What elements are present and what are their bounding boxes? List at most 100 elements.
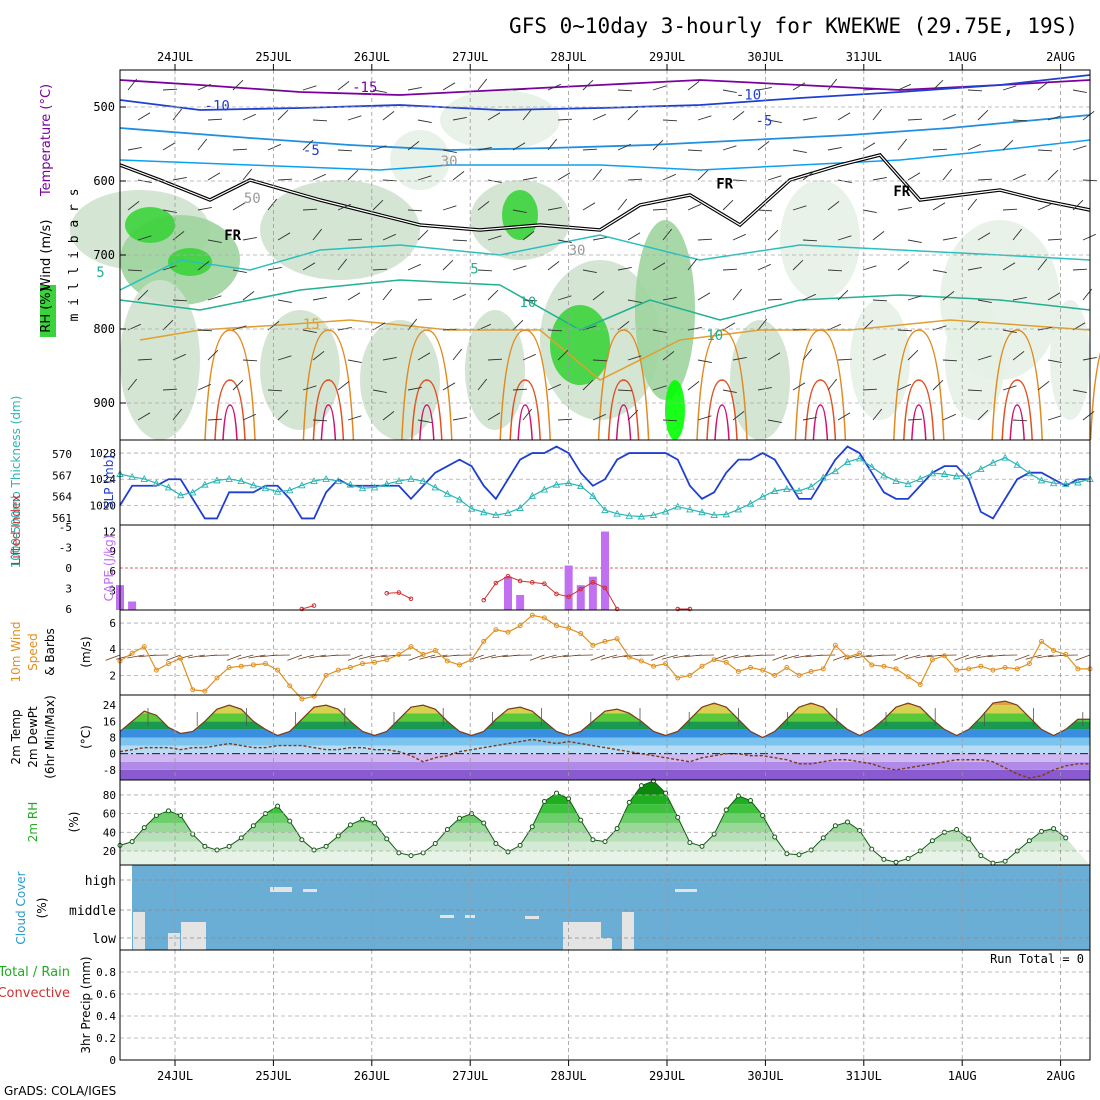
wind-barb	[522, 231, 535, 241]
bottom-date-label: 25JUL	[255, 1069, 291, 1083]
wind-barb	[1082, 233, 1096, 241]
thickness-point	[322, 475, 330, 482]
wind-barb	[1072, 199, 1084, 211]
wind10-barb	[661, 654, 678, 660]
wind10-point	[166, 661, 171, 667]
wind-barb	[302, 139, 314, 151]
cape-tick-label: 6	[109, 565, 116, 578]
contour-label: -15	[352, 80, 377, 96]
temp-band	[120, 753, 1090, 762]
wind-barb	[942, 291, 955, 301]
wind-barb	[802, 417, 817, 421]
wind-barb	[1047, 115, 1062, 121]
temp-tick-label: 16	[103, 715, 116, 728]
wind-barb	[442, 205, 457, 211]
wind-barb	[732, 411, 745, 421]
wind-barb	[137, 235, 152, 241]
rh-point	[626, 799, 632, 805]
wind10-point	[651, 663, 656, 669]
lifted-point	[687, 606, 693, 612]
wind-barb	[477, 378, 488, 391]
wind10-point	[675, 675, 681, 681]
lifted-tick-label: 3	[65, 583, 72, 596]
thickness-point	[625, 511, 634, 519]
rh-point	[845, 819, 850, 825]
wind10-barb	[187, 654, 205, 659]
wind-barb	[382, 233, 396, 241]
wind-barb	[512, 265, 527, 271]
wind-barb	[417, 419, 432, 423]
temp-band	[120, 713, 1090, 722]
wind10-point	[663, 661, 669, 667]
wind10-point	[554, 623, 559, 629]
wind10-barb	[1036, 654, 1054, 659]
wind10-point	[360, 661, 365, 667]
wind-barb	[932, 269, 947, 273]
rh-point	[711, 831, 717, 837]
wind-tick-label: 4	[109, 643, 116, 656]
wind-barb	[872, 108, 883, 121]
cloud-block	[600, 938, 612, 950]
wind-barb	[512, 88, 528, 91]
temp-axis-label: 2m Temp	[9, 709, 23, 764]
wind-barb	[627, 355, 642, 361]
precip-axis-label: 3hr Precip (mm)	[79, 956, 93, 1053]
wind10-point	[505, 629, 511, 635]
wind-barb	[592, 413, 606, 421]
wind10-point	[129, 650, 135, 656]
cloud-level-label: low	[93, 932, 117, 947]
warm-contour	[597, 329, 650, 441]
lifted-line	[483, 575, 618, 610]
wind-barb	[277, 109, 289, 121]
wind10-point	[469, 657, 475, 663]
contour-label: -10	[736, 88, 761, 104]
wind-barb	[312, 419, 328, 422]
thickness-point	[188, 488, 197, 496]
warm-contour	[794, 329, 847, 441]
wind10-barb	[832, 654, 848, 661]
wind-barb	[967, 321, 980, 331]
svg-text:Wind (m/s): Wind (m/s)	[39, 220, 54, 291]
rh-point	[360, 816, 365, 822]
wind10-barb	[954, 654, 969, 661]
wind10-point	[141, 644, 147, 650]
rh-point	[675, 814, 681, 820]
wind10-point	[687, 672, 693, 678]
thickness-line	[119, 457, 1091, 518]
pressure-tick-label: 900	[93, 396, 115, 410]
rh-point	[978, 853, 984, 859]
wind-barb	[557, 349, 569, 361]
rh-point	[202, 843, 208, 849]
rh-shading	[260, 180, 420, 280]
isotherm-minus5	[119, 114, 1091, 151]
wind10-point	[408, 644, 414, 650]
thickness-point	[431, 483, 440, 491]
wind-barb	[802, 117, 817, 121]
wind-barb	[627, 109, 639, 121]
thickness-point	[564, 479, 573, 487]
wind10-axis-label: & Barbs	[43, 628, 57, 676]
warm-contour	[696, 329, 748, 441]
wind-barb	[302, 85, 317, 91]
precip-tick-label: 0.8	[96, 966, 116, 979]
wind-barb	[872, 353, 886, 361]
hottest-contour	[911, 404, 927, 441]
wind-barb	[207, 239, 222, 243]
wind-barb	[722, 199, 734, 211]
wind-barb	[967, 389, 983, 392]
wind-barb	[487, 112, 501, 121]
wind-barb	[932, 379, 944, 391]
wind-barb	[582, 379, 594, 391]
wind-barb	[267, 198, 278, 211]
thickness-point	[977, 465, 985, 472]
wind-barb	[372, 89, 387, 93]
temp-tick-label: 24	[103, 699, 117, 712]
rh-point	[1039, 828, 1044, 834]
wind-barb	[207, 295, 222, 301]
wind10-barb	[722, 654, 739, 660]
wind-barb	[897, 329, 913, 332]
rh-point	[263, 811, 268, 817]
wind-barb	[932, 202, 946, 211]
rh-shading	[945, 300, 1005, 420]
thickness-point	[492, 511, 500, 519]
